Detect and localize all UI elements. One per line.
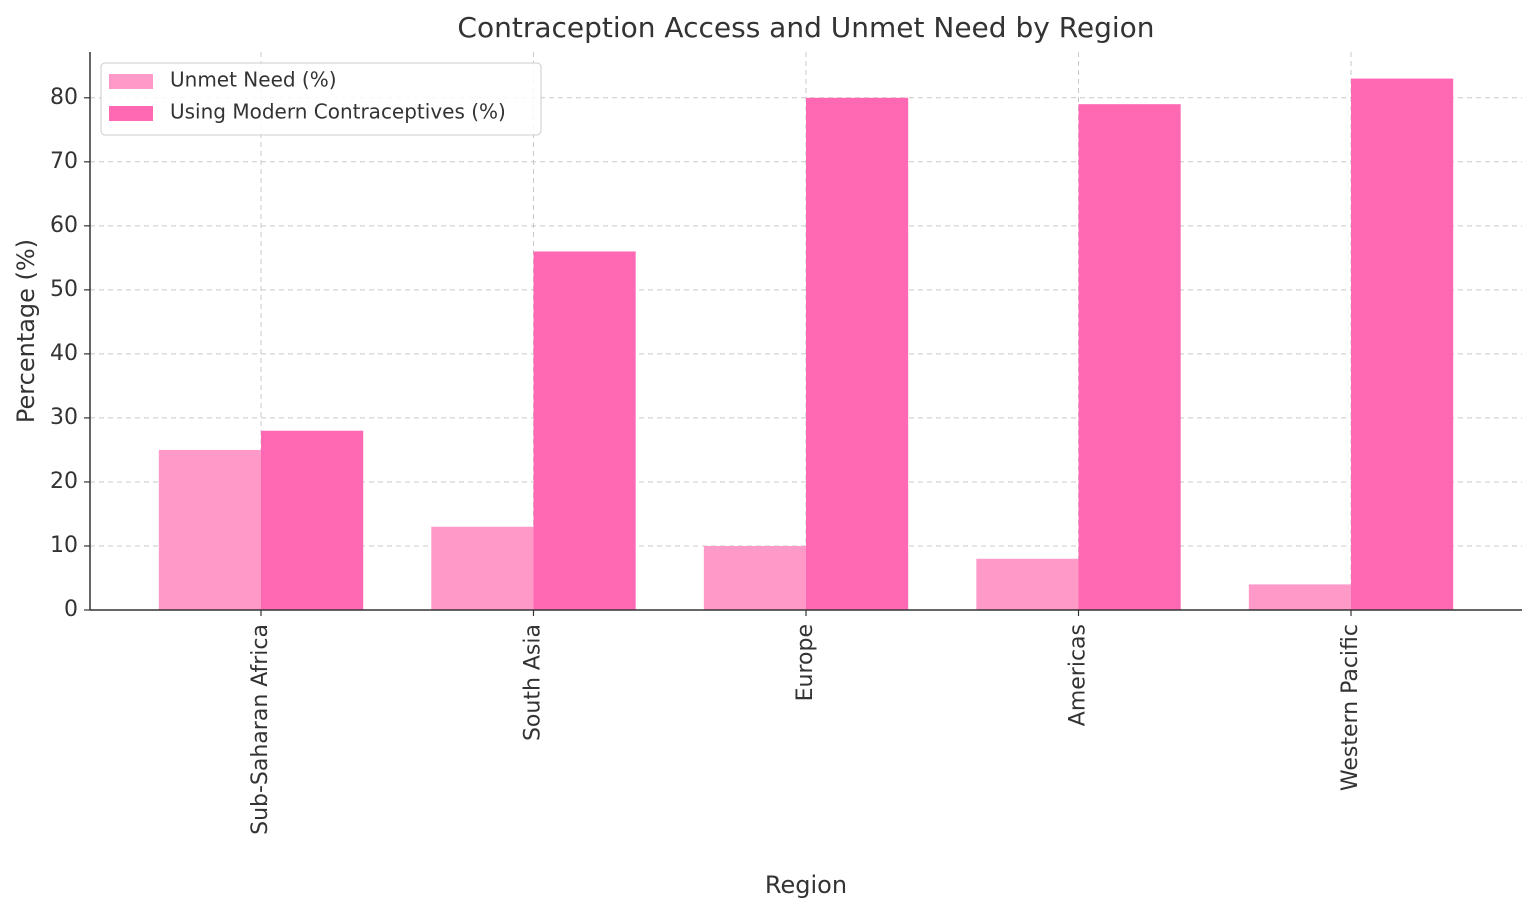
y-tick-label: 70 [50,149,78,174]
y-tick-label: 30 [50,405,78,430]
y-axis-label: Percentage (%) [12,239,40,423]
x-tick-label: Americas [1066,624,1091,726]
y-tick-label: 60 [50,213,78,238]
bar [533,251,636,610]
x-tick-label: South Asia [521,624,546,741]
legend: Unmet Need (%) Using Modern Contraceptive… [100,62,542,136]
bar [703,545,806,610]
legend-label: Unmet Need (%) [170,68,337,92]
x-tick-label: Sub-Saharan Africa [248,624,273,835]
bar [431,526,534,610]
bar [158,449,261,610]
legend-swatch [109,106,153,121]
bar [1078,104,1181,611]
legend-box [100,62,542,136]
x-axis-label: Region [765,871,847,899]
y-tick-label: 80 [50,85,78,110]
legend-label: Using Modern Contraceptives (%) [170,100,506,124]
y-tick-label: 10 [50,533,78,558]
bar [976,558,1079,610]
bar [261,430,364,610]
y-tick-label: 40 [50,341,78,366]
bar [806,97,909,611]
bar [1248,584,1351,610]
legend-swatch [109,74,153,89]
y-tick-label: 20 [50,469,78,494]
bar [1351,78,1454,611]
x-tick-label: Europe [793,624,818,701]
y-tick-label: 50 [50,277,78,302]
y-tick-label: 0 [64,597,78,622]
chart-title: Contraception Access and Unmet Need by R… [457,11,1154,44]
x-tick-label: Western Pacific [1338,624,1363,791]
